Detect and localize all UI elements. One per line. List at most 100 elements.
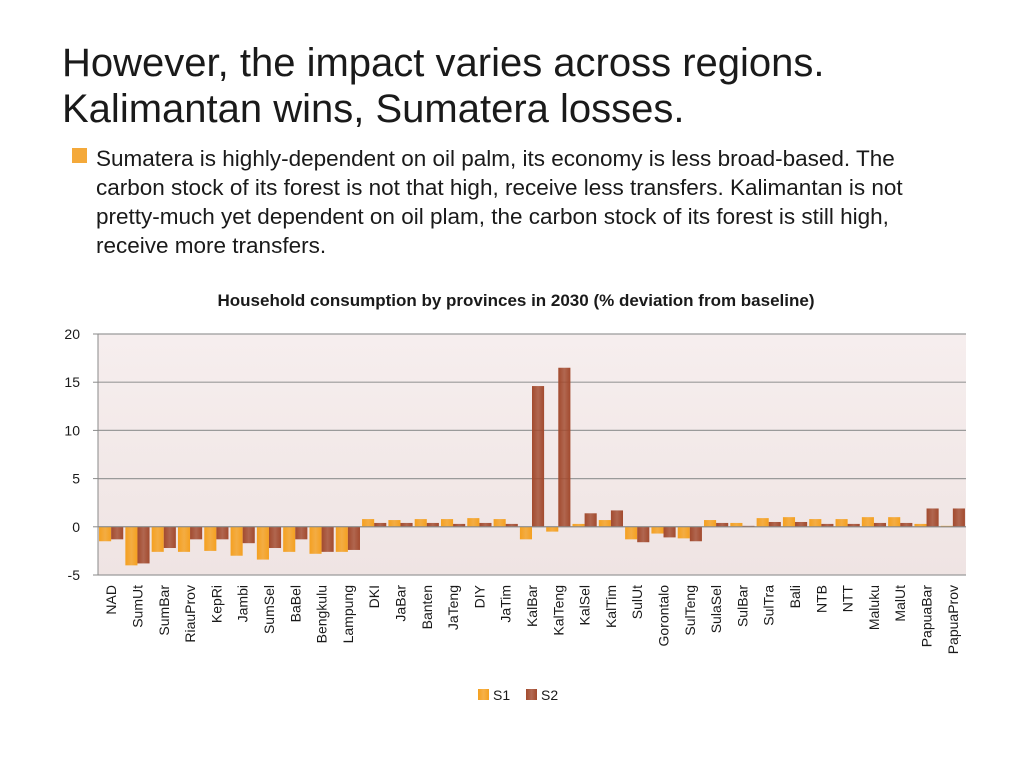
bar-s1-lampung: [335, 526, 348, 552]
bar-s1-gorontalo: [651, 526, 664, 534]
bar-s1-jabar: [388, 520, 401, 527]
bar-s2-bengkulu: [321, 526, 334, 552]
bar-s2-kalsel: [584, 513, 597, 527]
bar-s1-kalbar: [519, 526, 532, 540]
square-bullet-icon: [72, 148, 87, 163]
bar-s1-diy: [467, 518, 480, 527]
bullet-point: Sumatera is highly-dependent on oil palm…: [72, 144, 952, 260]
x-category-label: KepRi: [208, 585, 224, 623]
x-category-label: JaBar: [392, 585, 408, 622]
bar-s2-kepri: [216, 526, 229, 540]
legend-swatch-s1: [478, 689, 489, 700]
bar-s1-kaltim: [598, 520, 611, 527]
bar-s2-nad: [111, 526, 124, 540]
bar-s2-malut: [900, 522, 913, 527]
bar-s2-kalbar: [532, 386, 545, 527]
bar-s1-sumbar: [151, 526, 164, 552]
x-category-label: NTB: [813, 585, 829, 613]
bar-s1-ntb: [809, 519, 822, 527]
x-category-label: Gorontalo: [656, 585, 672, 647]
bar-s1-kepri: [204, 526, 217, 551]
x-category-label: JaTeng: [445, 585, 461, 630]
bullet-text: Sumatera is highly-dependent on oil palm…: [96, 146, 903, 258]
x-category-label: BaBel: [287, 585, 303, 622]
x-category-label: Maluku: [866, 585, 882, 630]
bar-s2-sulut: [637, 526, 650, 543]
bar-s2-ntt: [847, 523, 860, 527]
x-category-label: DIY: [471, 584, 487, 608]
x-category-label: RiauProv: [182, 585, 198, 643]
bar-s2-sumbar: [163, 526, 176, 549]
bar-s1-bengkulu: [309, 526, 322, 554]
bar-s1-jatim: [493, 519, 506, 527]
bar-s2-sumut: [137, 526, 150, 564]
bar-s1-banten: [414, 519, 427, 527]
bar-s1-sulut: [625, 526, 638, 540]
legend-swatch-s2: [526, 689, 537, 700]
bar-s2-jambi: [242, 526, 255, 544]
x-category-label: SulBar: [734, 585, 750, 627]
bar-s1-papuabar: [914, 523, 927, 527]
bar-s2-sulteng: [689, 526, 702, 542]
bar-s1-dki: [362, 519, 375, 527]
y-tick-label: 10: [64, 422, 80, 438]
x-category-label: KalTim: [603, 585, 619, 628]
bar-s1-babel: [283, 526, 296, 552]
bar-s1-jateng: [440, 519, 454, 527]
bar-s1-malut: [888, 517, 901, 527]
x-category-label: SumBar: [156, 585, 172, 636]
x-category-label: Jambi: [235, 585, 251, 622]
bar-s2-jabar: [400, 522, 413, 527]
bar-chart: Household consumption by provinces in 20…: [64, 291, 966, 703]
x-category-label: SulUt: [629, 585, 645, 619]
x-category-label: DKI: [366, 585, 382, 608]
bar-s2-riauprov: [190, 526, 203, 540]
bar-s1-sumut: [125, 526, 138, 566]
y-tick-label: 15: [64, 374, 80, 390]
x-category-label: Lampung: [340, 585, 356, 643]
bar-s2-bali: [795, 521, 808, 527]
bar-s1-kalsel: [572, 523, 585, 527]
bar-s1-kalteng: [546, 526, 559, 532]
bar-s2-maluku: [873, 522, 887, 527]
bar-s1-bali: [782, 517, 796, 527]
x-category-label: SumUt: [129, 585, 145, 628]
bar-s2-diy: [479, 522, 492, 527]
x-category-label: PapuaProv: [945, 585, 961, 654]
bar-s2-jateng: [453, 523, 466, 527]
bar-s2-ntb: [821, 523, 834, 527]
slide-title-line-1: However, the impact varies across region…: [62, 41, 825, 85]
bar-s2-lampung: [347, 526, 360, 550]
y-tick-label: -5: [68, 567, 81, 583]
x-category-label: KalBar: [524, 585, 540, 627]
x-category-label: KalTeng: [550, 585, 566, 636]
chart-container: Household consumption by provinces in 20…: [0, 280, 1024, 720]
bar-s1-maluku: [861, 517, 874, 527]
x-category-label: NAD: [103, 585, 119, 615]
bar-s1-sulbar: [730, 522, 743, 527]
bar-s2-babel: [295, 526, 308, 540]
x-category-label: Bengkulu: [314, 585, 330, 643]
x-category-label: SulTeng: [682, 585, 698, 636]
bar-s1-nad: [99, 526, 112, 542]
y-tick-label: 20: [64, 326, 80, 342]
bar-s2-gorontalo: [663, 526, 676, 538]
x-category-label: Banten: [419, 585, 435, 629]
x-category-label: SumSel: [261, 585, 277, 634]
bar-s2-sumsel: [268, 526, 282, 549]
x-category-label: SulaSel: [708, 585, 724, 633]
bar-s2-papuaprov: [952, 508, 965, 527]
x-category-label: MalUt: [892, 585, 908, 622]
bar-s1-ntt: [835, 519, 848, 527]
x-category-label: Bali: [787, 585, 803, 608]
bar-s2-papuabar: [926, 508, 939, 527]
slide-title: However, the impact varies across region…: [62, 40, 1002, 132]
y-tick-label: 0: [72, 519, 80, 535]
x-category-label: PapuaBar: [919, 585, 935, 648]
slide-title-line-2: Kalimantan wins, Sumatera losses.: [62, 87, 685, 131]
bar-s1-sultra: [756, 518, 769, 527]
bar-s2-sultra: [768, 521, 781, 527]
chart-title: Household consumption by provinces in 20…: [217, 291, 814, 310]
bar-s2-kalteng: [558, 367, 571, 527]
bar-s1-sulteng: [677, 526, 690, 539]
